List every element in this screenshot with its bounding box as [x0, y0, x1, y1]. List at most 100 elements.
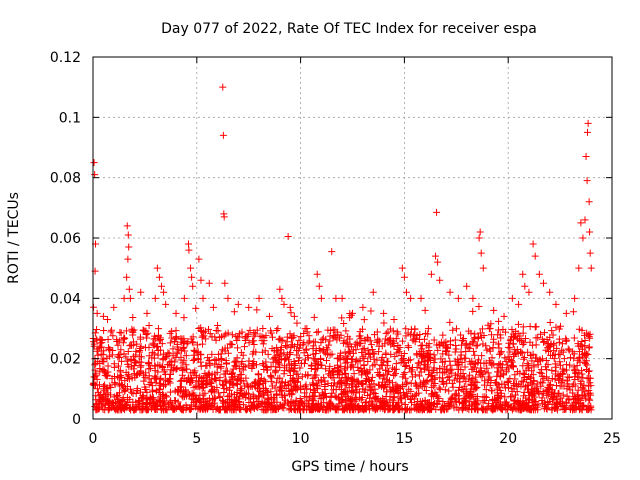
data-point: [389, 327, 397, 335]
data-point: [219, 396, 227, 404]
data-point: [458, 336, 466, 344]
data-point: [292, 379, 300, 387]
data-point: [563, 336, 571, 344]
data-point: [528, 357, 536, 365]
data-point: [107, 391, 115, 399]
data-point: [115, 389, 123, 397]
data-point: [435, 340, 443, 348]
data-point: [160, 368, 168, 376]
data-point: [162, 392, 170, 400]
data-point: [106, 403, 114, 411]
data-point: [390, 339, 398, 347]
data-point-outlier: [195, 255, 203, 263]
data-point: [536, 368, 544, 376]
data-point: [93, 385, 101, 393]
data-point: [242, 374, 250, 382]
data-point: [168, 327, 176, 335]
data-point: [93, 401, 101, 409]
data-point: [95, 381, 103, 389]
data-point: [423, 349, 431, 357]
data-point: [309, 394, 317, 402]
data-point: [282, 354, 290, 362]
data-point: [512, 349, 520, 357]
data-point: [93, 325, 101, 333]
data-point: [550, 355, 558, 363]
data-point: [274, 359, 282, 367]
data-point: [331, 392, 339, 400]
data-point: [272, 391, 280, 399]
data-point: [420, 406, 428, 414]
data-point: [217, 354, 225, 362]
data-point: [250, 348, 258, 356]
data-point: [385, 367, 393, 375]
data-point: [213, 404, 221, 412]
data-point: [206, 356, 214, 364]
data-point: [462, 354, 470, 362]
data-point: [366, 381, 374, 389]
data-point: [186, 405, 194, 413]
data-point: [332, 404, 340, 412]
data-point: [488, 387, 496, 395]
data-point: [300, 330, 308, 338]
data-point: [575, 354, 583, 362]
data-point: [337, 362, 345, 370]
data-point: [502, 358, 510, 366]
data-point: [465, 327, 473, 335]
data-point: [160, 380, 168, 388]
data-point: [427, 399, 435, 407]
data-point: [573, 362, 581, 370]
data-point: [586, 396, 594, 404]
data-point-outlier: [99, 312, 107, 320]
data-point: [294, 374, 302, 382]
data-point: [340, 319, 348, 327]
data-point: [529, 380, 537, 388]
data-point-outlier: [185, 246, 193, 254]
data-point: [145, 322, 153, 330]
data-point: [407, 399, 415, 407]
data-point: [339, 339, 347, 347]
y-tick-label: 0.12: [50, 50, 81, 66]
data-point: [124, 360, 132, 368]
data-point: [371, 394, 379, 402]
data-point: [195, 397, 203, 405]
data-point: [132, 398, 140, 406]
data-point: [463, 389, 471, 397]
data-point: [296, 364, 304, 372]
data-point: [342, 327, 350, 335]
data-point: [167, 366, 175, 374]
data-point: [337, 349, 345, 357]
data-point: [244, 382, 252, 390]
data-point: [117, 372, 125, 380]
data-point: [466, 345, 474, 353]
data-point: [469, 360, 477, 368]
data-point: [488, 403, 496, 411]
data-point: [455, 392, 463, 400]
data-point: [580, 331, 588, 339]
data-point: [318, 389, 326, 397]
data-point: [242, 333, 250, 341]
data-point: [118, 357, 126, 365]
data-point: [294, 357, 302, 365]
data-point-outlier: [475, 234, 483, 242]
data-point: [475, 302, 483, 310]
data-point: [551, 389, 559, 397]
data-point: [322, 365, 330, 373]
data-points: [89, 83, 595, 414]
data-point: [393, 387, 401, 395]
data-point: [375, 381, 383, 389]
data-point: [579, 374, 587, 382]
data-point: [556, 361, 564, 369]
data-point: [436, 374, 444, 382]
data-point: [348, 355, 356, 363]
data-point: [511, 346, 519, 354]
data-point-outlier: [286, 303, 294, 311]
data-point: [104, 396, 112, 404]
data-point: [445, 387, 453, 395]
data-point: [161, 354, 169, 362]
data-point: [171, 396, 179, 404]
data-point: [221, 370, 229, 378]
data-point: [177, 383, 185, 391]
data-point: [245, 383, 253, 391]
data-point: [146, 364, 154, 372]
data-point: [401, 405, 409, 413]
